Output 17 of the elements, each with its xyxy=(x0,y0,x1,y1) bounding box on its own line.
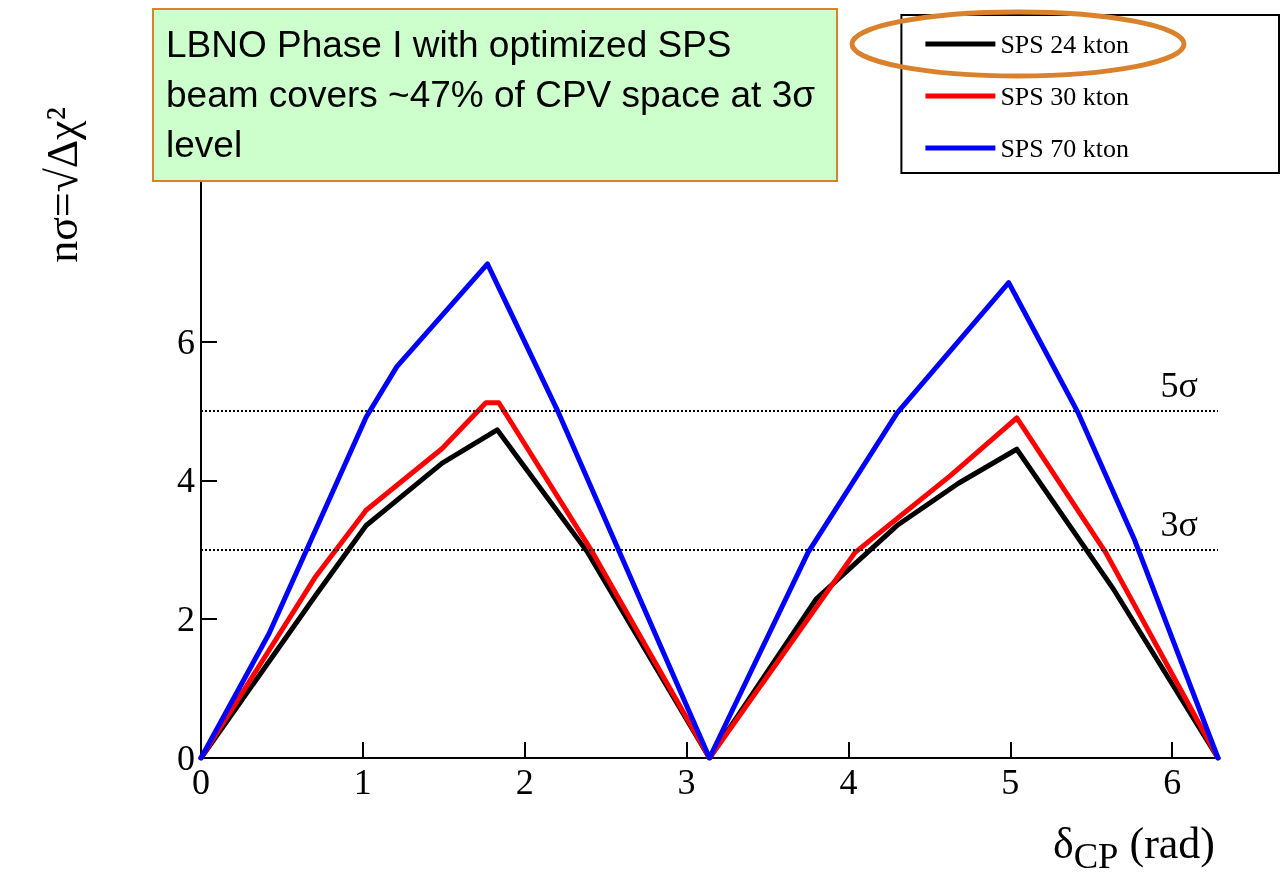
y-tick-label: 4 xyxy=(177,460,195,501)
legend-label: SPS 30 kton xyxy=(1000,81,1130,111)
x-tick-label: 6 xyxy=(1163,762,1182,802)
x-tick-label: 2 xyxy=(515,762,534,802)
legend-label: SPS 70 kton xyxy=(1000,133,1130,163)
y-axis-title: nσ=√Δχ² xyxy=(36,107,88,263)
legend-label: SPS 24 kton xyxy=(1000,29,1130,59)
y-tick-label: 6 xyxy=(177,321,195,362)
ref-line-label: 5σ xyxy=(1160,365,1198,406)
x-axis-title: δ$_{CP}$ (rad) xyxy=(1052,818,1215,877)
x-tick-label: 3 xyxy=(677,762,696,802)
x-tick-label: 4 xyxy=(839,762,858,802)
annotation: LBNO Phase I with optimized SPS beam covers ~47% of CPV space at 3σ level xyxy=(152,8,838,182)
x-tick-label: 1 xyxy=(353,762,372,802)
y-tick-label: 2 xyxy=(177,599,195,640)
x-tick-label: 5 xyxy=(1001,762,1020,802)
ref-line-label: 3σ xyxy=(1160,503,1198,544)
